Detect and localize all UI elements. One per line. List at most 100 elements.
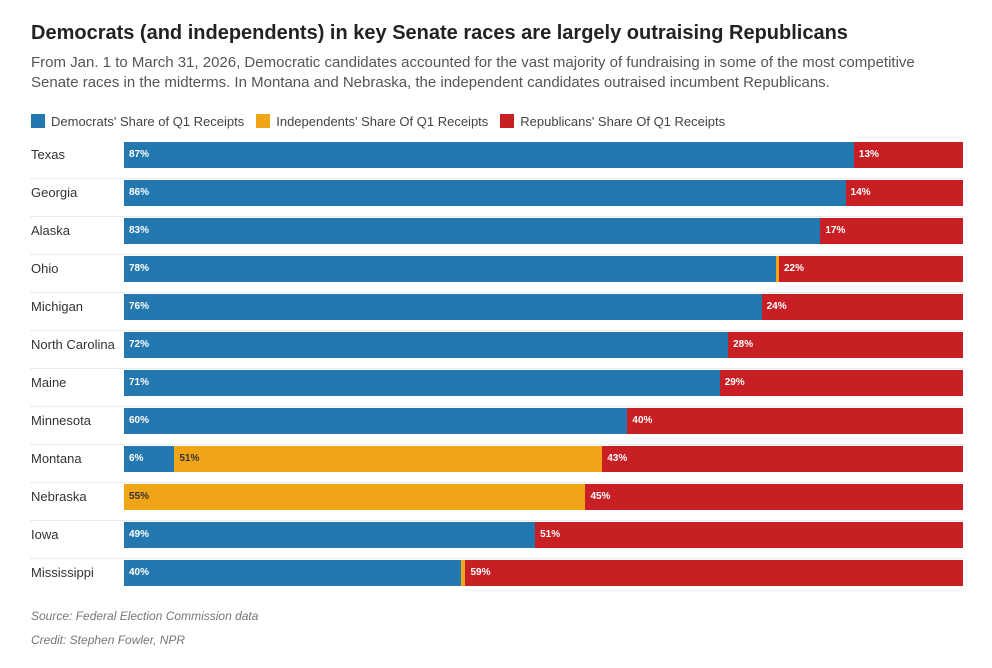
bar-row-michigan: Michigan 76% 24% <box>31 293 963 331</box>
category-label: Nebraska <box>31 489 87 504</box>
bar-row-montana: Montana 6% 51% 43% <box>31 445 963 483</box>
bar-row-georgia: Georgia 86% 14% <box>31 179 963 217</box>
data-label-republicans: 51% <box>540 529 561 540</box>
stacked-bar: 72% 28% <box>124 332 963 358</box>
stacked-bar: 55% 45% <box>124 484 963 510</box>
data-label-democrats: 60% <box>129 415 150 426</box>
category-label: Minnesota <box>31 413 91 428</box>
category-label: Iowa <box>31 527 59 542</box>
category-label: Mississippi <box>31 565 94 580</box>
bar-segment-republicans: 14% <box>845 180 963 206</box>
bar-segment-republicans: 40% <box>627 408 963 434</box>
data-label-republicans: 14% <box>850 187 871 198</box>
bar-row-ohio: Ohio 78% 22% <box>31 255 963 293</box>
data-label-democrats: 76% <box>129 301 150 312</box>
bar-segment-republicans: 59% <box>465 560 963 586</box>
bar-segment-republicans: 43% <box>602 446 963 472</box>
data-label-republicans: 29% <box>724 377 745 388</box>
data-label-republicans: 45% <box>590 491 611 502</box>
data-label-republicans: 13% <box>858 149 879 160</box>
bar-segment-independents <box>461 560 466 586</box>
data-label-republicans: 43% <box>607 453 628 464</box>
data-label-democrats: 87% <box>129 149 150 160</box>
bar-segment-democrats: 87% <box>124 142 854 168</box>
bar-segment-democrats: 76% <box>124 294 762 320</box>
data-label-republicans: 17% <box>825 225 846 236</box>
data-label-democrats: 49% <box>129 529 150 540</box>
category-label: North Carolina <box>31 337 115 352</box>
data-label-democrats: 72% <box>129 339 150 350</box>
data-label-republicans: 24% <box>766 301 787 312</box>
bar-segment-democrats: 86% <box>124 180 846 206</box>
legend-swatch-republicans <box>500 114 515 128</box>
bar-segment-independents <box>776 256 779 282</box>
bar-segment-independents: 51% <box>174 446 603 472</box>
stacked-bar: 87% 13% <box>124 142 963 168</box>
bar-row-mississippi: Mississippi 40% 59% <box>31 559 963 597</box>
bar-row-alaska: Alaska 83% 17% <box>31 217 963 255</box>
legend-swatch-independents <box>256 114 271 128</box>
bar-row-nebraska: Nebraska 55% 45% <box>31 483 963 521</box>
source-note: Source: Federal Election Commission data <box>31 609 259 623</box>
category-label: Maine <box>31 375 67 390</box>
chart-title: Democrats (and independents) in key Sena… <box>31 22 848 44</box>
stacked-bar: 83% 17% <box>124 218 963 244</box>
bar-segment-republicans: 29% <box>719 370 963 396</box>
bar-segment-republicans: 17% <box>820 218 963 244</box>
legend-item-democrats: Democrats' Share of Q1 Receipts <box>31 114 244 129</box>
legend-label-independents: Independents' Share Of Q1 Receipts <box>276 113 489 129</box>
bar-row-maine: Maine 71% 29% <box>31 369 963 407</box>
stacked-bar: 6% 51% 43% <box>124 446 963 472</box>
bar-segment-democrats: 49% <box>124 522 536 548</box>
data-label-republicans: 28% <box>733 339 754 350</box>
category-label: Georgia <box>31 185 78 200</box>
stacked-bar: 76% 24% <box>124 294 963 320</box>
bar-segment-republicans: 45% <box>585 484 963 510</box>
legend-label-republicans: Republicans' Share Of Q1 Receipts <box>520 113 726 129</box>
stacked-bar: 86% 14% <box>124 180 963 206</box>
bar-segment-democrats: 60% <box>124 408 628 434</box>
legend-item-republicans: Republicans' Share Of Q1 Receipts <box>500 114 725 129</box>
bar-segment-democrats: 78% <box>124 256 777 282</box>
bar-segment-republicans: 28% <box>728 332 963 358</box>
bar-segment-democrats: 83% <box>124 218 821 244</box>
data-label-democrats: 71% <box>129 377 150 388</box>
legend-label-democrats: Democrats' Share of Q1 Receipts <box>51 113 245 129</box>
bar-segment-republicans: 51% <box>535 522 963 548</box>
data-label-republicans: 22% <box>783 263 804 274</box>
bar-segment-republicans: 24% <box>761 294 963 320</box>
bar-row-north-carolina: North Carolina 72% 28% <box>31 331 963 369</box>
data-label-independents: 51% <box>179 453 200 464</box>
stacked-bar: 71% 29% <box>124 370 963 396</box>
bar-row-iowa: Iowa 49% 51% <box>31 521 963 559</box>
bar-chart-rows: Texas 87% 13% Georgia 86% 14% Alaska 83% 17% Ohio… <box>31 141 963 597</box>
legend-item-independents: Independents' Share Of Q1 Receipts <box>256 114 488 129</box>
chart-subtitle: From Jan. 1 to March 31, 2026, Democrati… <box>31 54 915 91</box>
data-label-republicans: 40% <box>632 415 653 426</box>
bar-segment-republicans: 13% <box>853 142 963 168</box>
data-label-republicans: 59% <box>470 567 491 578</box>
bar-segment-democrats: 40% <box>124 560 462 586</box>
category-label: Texas <box>31 147 65 162</box>
category-label: Ohio <box>31 261 59 276</box>
data-label-democrats: 86% <box>129 187 150 198</box>
data-label-independents: 55% <box>129 491 150 502</box>
bar-segment-democrats: 72% <box>124 332 729 358</box>
legend-swatch-democrats <box>31 114 45 128</box>
credit-note: Credit: Stephen Fowler, NPR <box>31 633 186 647</box>
data-label-democrats: 40% <box>129 567 150 578</box>
bar-segment-republicans: 22% <box>778 256 963 282</box>
stacked-bar: 60% 40% <box>124 408 963 434</box>
stacked-bar: 49% 51% <box>124 522 963 548</box>
bar-segment-independents: 55% <box>124 484 586 510</box>
chart-legend: Democrats' Share of Q1 Receipts Independ… <box>31 111 737 131</box>
bar-row-minnesota: Minnesota 60% 40% <box>31 407 963 445</box>
category-label: Alaska <box>31 223 71 238</box>
bar-segment-democrats: 71% <box>124 370 720 396</box>
data-label-democrats: 83% <box>129 225 150 236</box>
category-label: Montana <box>31 451 82 466</box>
bar-row-texas: Texas 87% 13% <box>31 141 963 179</box>
stacked-bar: 78% 22% <box>124 256 963 282</box>
category-label: Michigan <box>31 299 84 314</box>
bar-segment-democrats: 6% <box>124 446 175 472</box>
